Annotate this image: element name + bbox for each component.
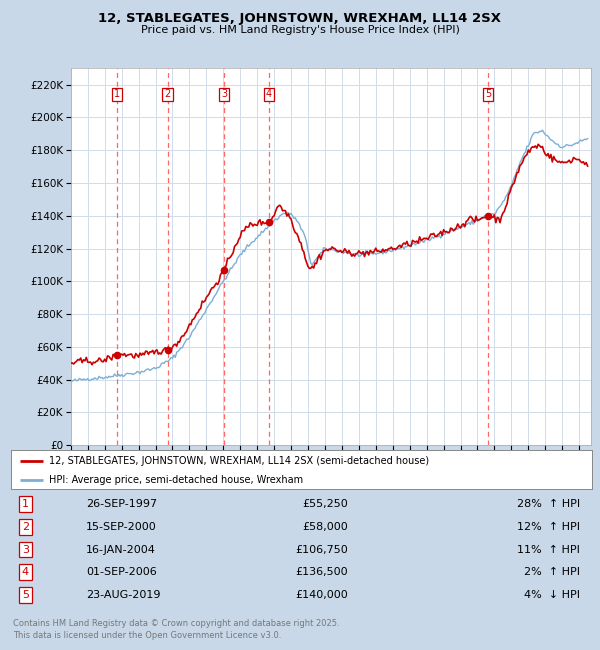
Text: 5: 5 [22,590,29,600]
Text: 2%  ↑ HPI: 2% ↑ HPI [524,567,580,577]
Text: £106,750: £106,750 [295,545,347,554]
Text: Price paid vs. HM Land Registry's House Price Index (HPI): Price paid vs. HM Land Registry's House … [140,25,460,34]
Text: 4: 4 [265,90,272,99]
Text: £140,000: £140,000 [295,590,347,600]
Text: £55,250: £55,250 [302,499,347,509]
Text: Contains HM Land Registry data © Crown copyright and database right 2025.: Contains HM Land Registry data © Crown c… [13,619,340,628]
Text: This data is licensed under the Open Government Licence v3.0.: This data is licensed under the Open Gov… [13,630,281,640]
Text: 01-SEP-2006: 01-SEP-2006 [86,567,157,577]
Text: 2: 2 [164,90,170,99]
Text: 26-SEP-1997: 26-SEP-1997 [86,499,157,509]
Text: £58,000: £58,000 [302,522,347,532]
Text: 23-AUG-2019: 23-AUG-2019 [86,590,161,600]
Text: 4%  ↓ HPI: 4% ↓ HPI [524,590,580,600]
Text: 5: 5 [485,90,491,99]
Text: 12%  ↑ HPI: 12% ↑ HPI [517,522,580,532]
Text: 11%  ↑ HPI: 11% ↑ HPI [517,545,580,554]
Text: 3: 3 [221,90,227,99]
Text: 12, STABLEGATES, JOHNSTOWN, WREXHAM, LL14 2SX: 12, STABLEGATES, JOHNSTOWN, WREXHAM, LL1… [98,12,502,25]
Text: 28%  ↑ HPI: 28% ↑ HPI [517,499,580,509]
Text: HPI: Average price, semi-detached house, Wrexham: HPI: Average price, semi-detached house,… [49,475,302,485]
Text: £136,500: £136,500 [295,567,347,577]
Text: 12, STABLEGATES, JOHNSTOWN, WREXHAM, LL14 2SX (semi-detached house): 12, STABLEGATES, JOHNSTOWN, WREXHAM, LL1… [49,456,428,465]
Text: 4: 4 [22,567,29,577]
Text: 1: 1 [22,499,29,509]
Text: 15-SEP-2000: 15-SEP-2000 [86,522,157,532]
Text: 2: 2 [22,522,29,532]
Text: 3: 3 [22,545,29,554]
Text: 16-JAN-2004: 16-JAN-2004 [86,545,156,554]
Text: 1: 1 [114,90,120,99]
